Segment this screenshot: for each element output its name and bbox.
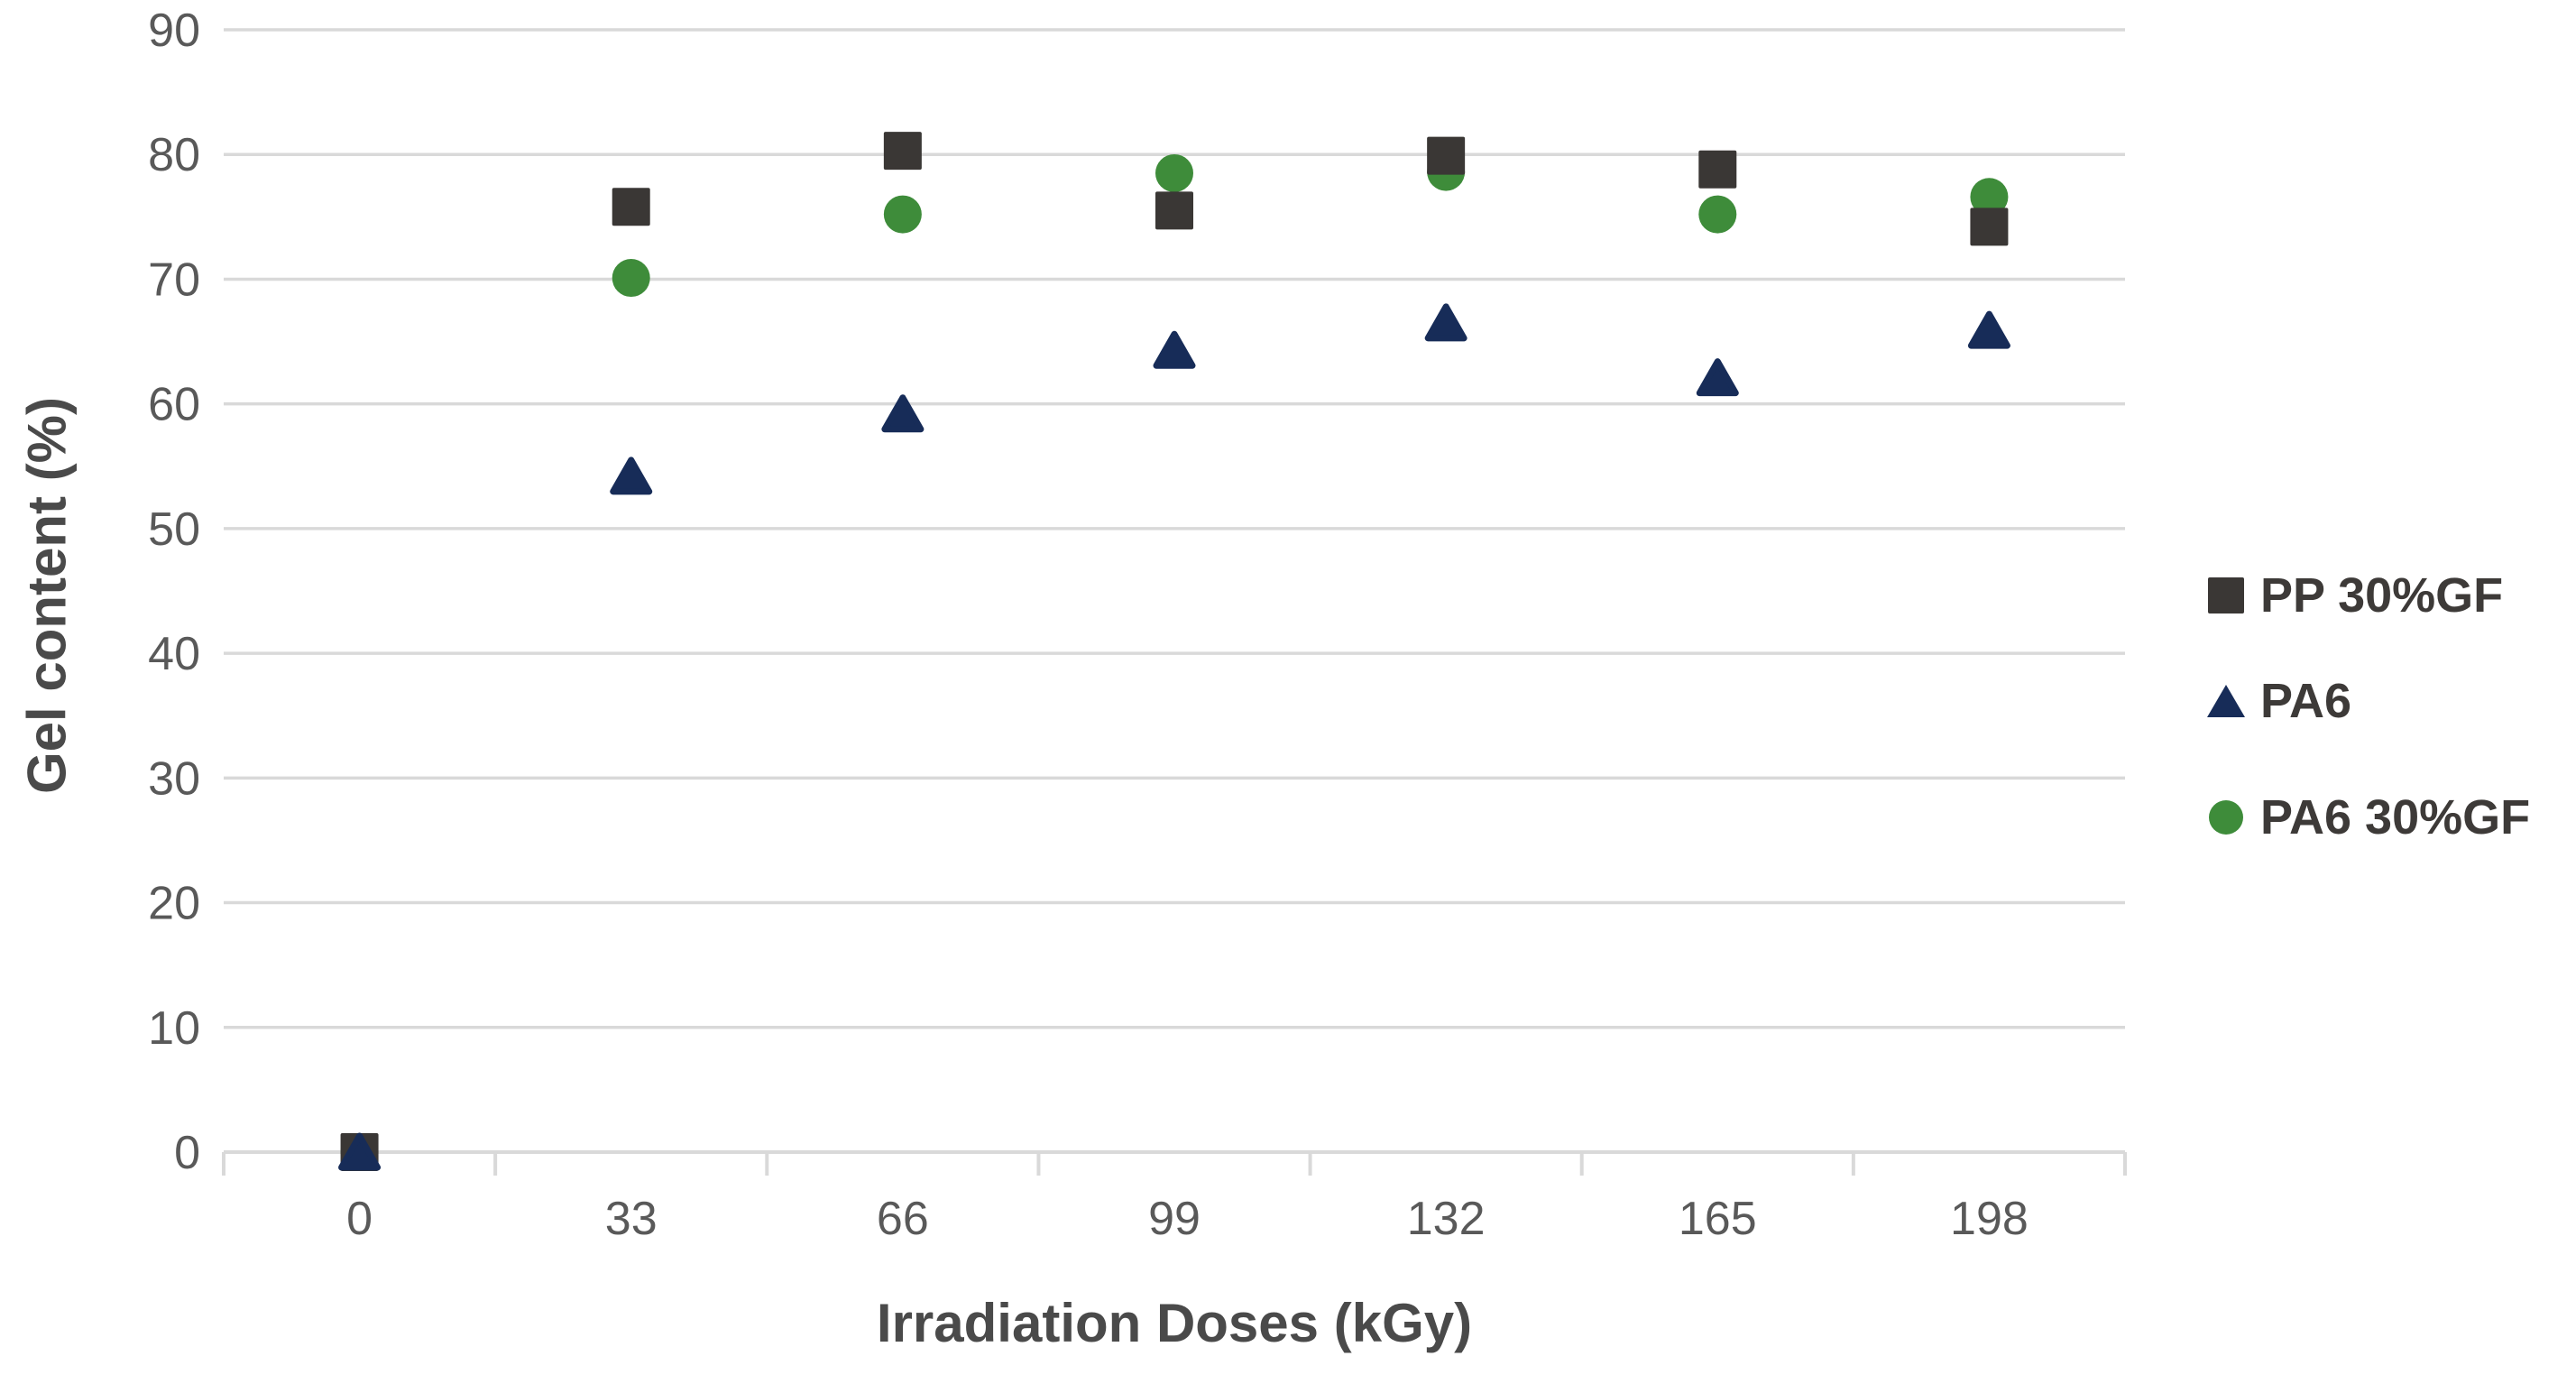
triangle-data-point [1153,330,1196,369]
legend-label-pa6: PA6 [2260,674,2352,728]
triangle-data-point [338,1132,382,1171]
x-tick-label: 132 [1407,1193,1486,1245]
triangle-data-point [610,457,653,495]
y-tick-label: 70 [148,254,200,306]
x-tick-label: 198 [1950,1193,2029,1245]
legend-label-pa630gf: PA6 30%GF [2260,790,2531,844]
y-axis-title: Gel content (%) [16,396,78,795]
y-tick-label: 40 [148,628,200,680]
circle-data-point [1155,153,1193,192]
circle-marker-icon [2209,800,2243,835]
x-tick-label: 33 [605,1193,658,1245]
triangle-data-point [881,394,925,433]
square-data-point [1970,208,2009,246]
y-tick-label: 80 [148,129,200,181]
square-data-point [1427,136,1466,175]
x-tick-label: 99 [1148,1193,1201,1245]
square-data-point [883,132,922,171]
legend: PP 30%GF PA6 PA6 30%GF [2206,0,2576,1393]
y-tick-label: 90 [148,5,200,57]
triangle-data-point [1967,310,2010,349]
square-data-point [1155,191,1193,230]
y-tick-label: 60 [148,379,200,431]
square-marker-icon [2208,577,2244,613]
square-data-point [1698,150,1737,189]
y-tick-label: 10 [148,1002,200,1055]
y-tick-label: 30 [148,752,200,805]
x-tick-label: 66 [877,1193,929,1245]
circle-data-point [883,195,922,234]
legend-label-pp30gf: PP 30%GF [2260,568,2504,623]
legend-item-pp30gf: PP 30%GF [2206,568,2504,623]
y-tick-label: 50 [148,503,200,556]
x-tick-label: 0 [346,1193,373,1245]
circle-data-point [612,259,650,298]
triangle-marker-icon [2207,685,2245,717]
x-axis-title: Irradiation Doses (kGy) [876,1293,1473,1353]
square-data-point [612,188,650,226]
triangle-data-point [1424,303,1467,342]
legend-item-pa6: PA6 [2206,674,2352,728]
circle-data-point [1970,178,2009,217]
legend-item-pa630gf: PA6 30%GF [2206,790,2531,844]
x-tick-label: 165 [1679,1193,1757,1245]
triangle-data-point [1696,358,1739,397]
y-tick-label: 0 [174,1127,200,1179]
circle-data-point [1698,195,1737,234]
y-tick-label: 20 [148,878,200,930]
